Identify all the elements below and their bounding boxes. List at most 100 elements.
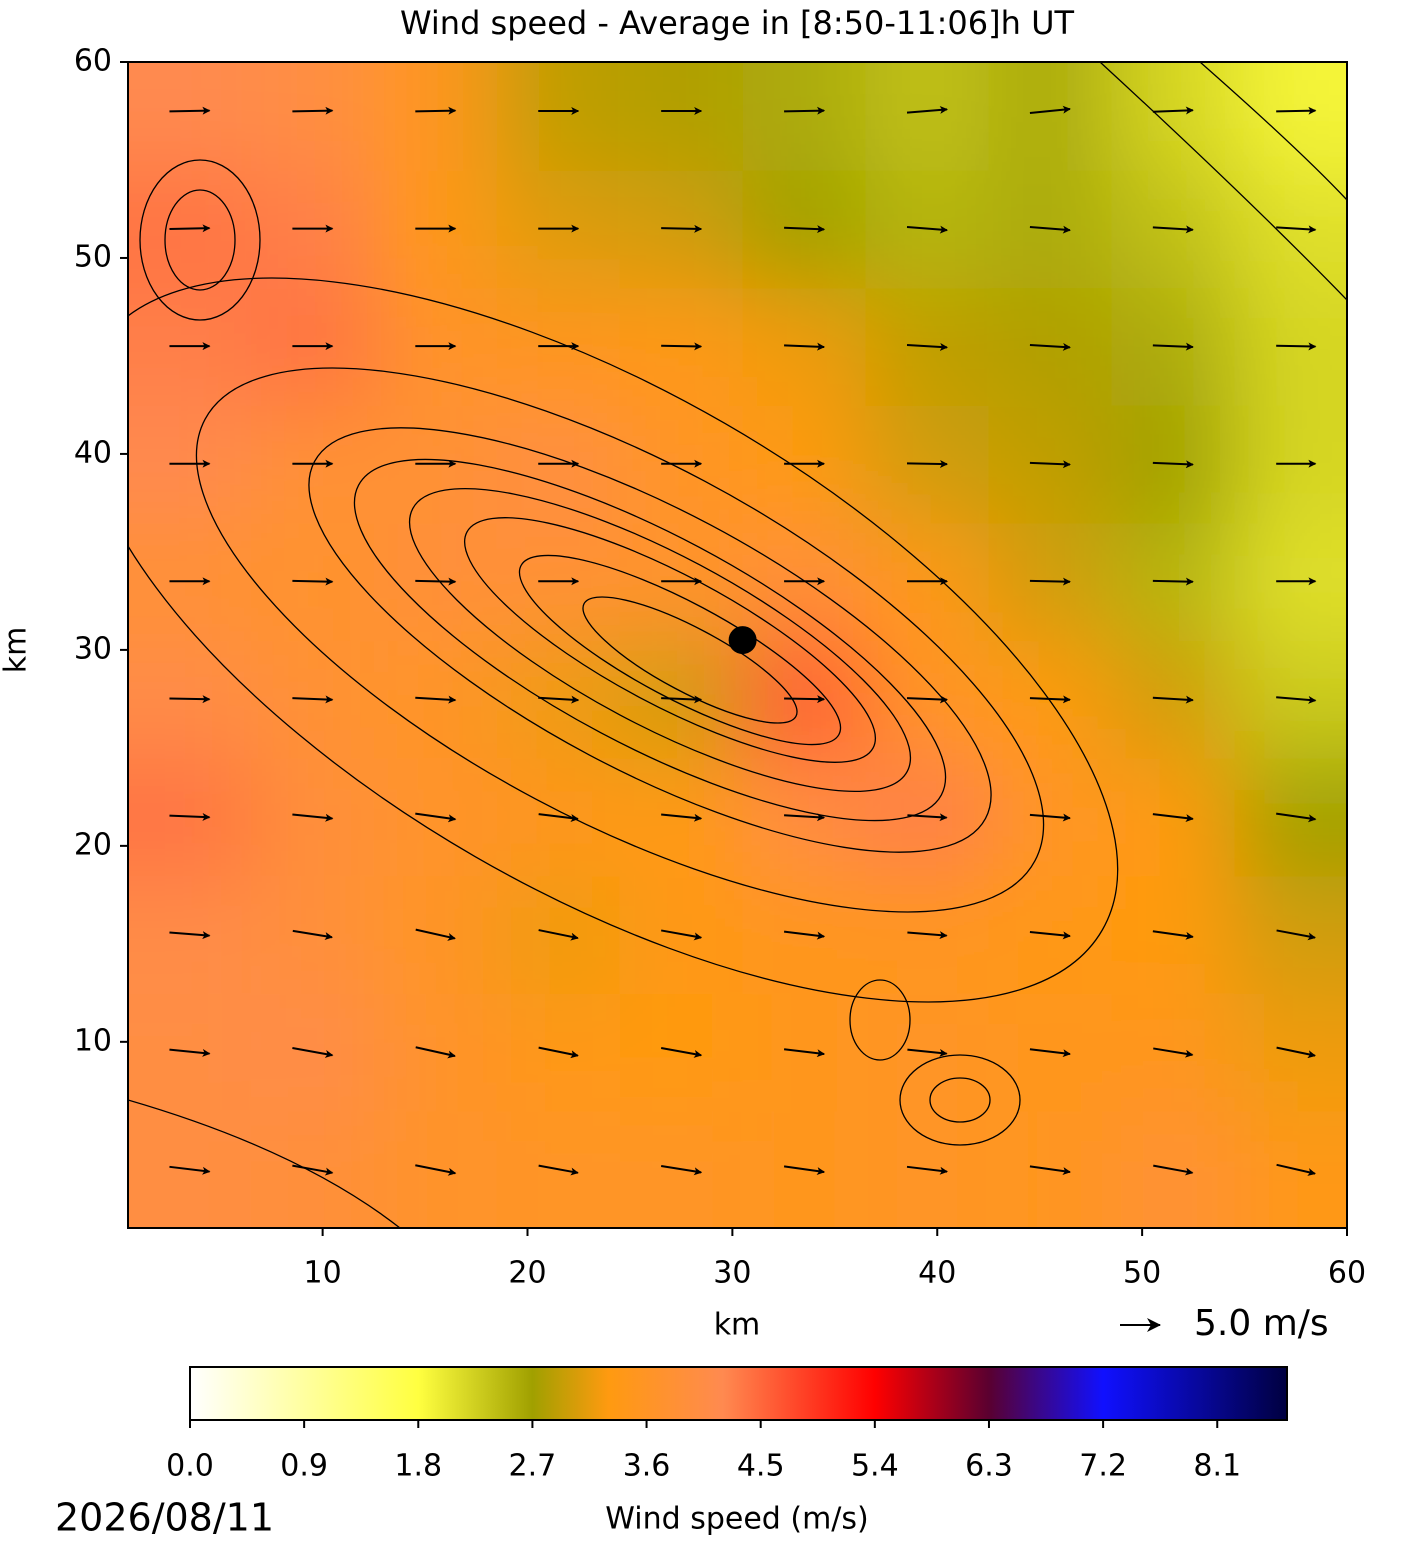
field-cell — [865, 62, 990, 171]
field-cell — [250, 1110, 375, 1228]
wind-arrow — [1276, 812, 1317, 823]
wind-arrow — [1152, 460, 1194, 469]
wind-arrow — [169, 106, 211, 115]
colorbar-label: Wind speed (m/s) — [605, 1502, 868, 1537]
wind-arrow — [415, 1164, 457, 1176]
field-cell — [1111, 62, 1236, 171]
wind-arrow — [906, 1165, 949, 1175]
field-cell — [128, 1110, 252, 1228]
wind-arrow — [538, 1046, 579, 1059]
wind-arrow — [784, 342, 826, 351]
wind-arrow — [292, 929, 333, 941]
wind-arrow — [661, 1165, 703, 1176]
field-cell — [128, 287, 252, 406]
wind-arrow — [1029, 460, 1071, 469]
wind-arrow — [538, 813, 579, 822]
field-cell — [742, 1110, 867, 1228]
wind-arrow — [415, 928, 456, 941]
y-axis-label: km — [0, 627, 34, 674]
field-cell — [1234, 287, 1347, 406]
field-cell — [128, 875, 252, 994]
wind-arrow — [292, 813, 334, 822]
field-cell — [128, 522, 252, 642]
field-cell — [988, 1110, 1113, 1228]
x-tick-label: 50 — [1123, 1256, 1161, 1291]
quiver — [169, 105, 1317, 1176]
wind-arrow — [1029, 695, 1071, 704]
wind-arrow — [538, 1164, 579, 1176]
wind-arrow — [1153, 1164, 1194, 1176]
colorbar — [189, 1366, 1288, 1421]
quiver-key-label: 5.0 m/s — [1194, 1303, 1329, 1344]
x-tick-label: 10 — [304, 1256, 342, 1291]
x-tick-label: 20 — [508, 1256, 546, 1291]
axes: 10 20 30 40 50 60 10 20 30 40 50 60 — [74, 44, 1366, 1291]
wind-arrow — [783, 930, 826, 940]
y-tick-label: 20 — [74, 827, 112, 862]
x-tick-label: 30 — [713, 1256, 751, 1291]
y-tick-label: 50 — [74, 239, 112, 274]
wind-arrow — [169, 931, 211, 940]
wind-arrow — [1152, 342, 1194, 351]
y-tick-label: 30 — [74, 631, 112, 666]
x-tick-label: 60 — [1328, 1256, 1366, 1291]
field-cell — [496, 1110, 621, 1228]
wind-arrow — [1029, 1165, 1071, 1176]
wind-arrow — [1276, 106, 1317, 115]
field-cell — [128, 169, 252, 289]
colorbar-tick-label: 3.6 — [623, 1449, 671, 1484]
wind-arrow — [907, 1048, 948, 1057]
wind-arrow — [1276, 342, 1317, 351]
field-cell — [373, 1110, 498, 1228]
wind-arrow — [1276, 1046, 1316, 1059]
field-cell — [1234, 875, 1347, 994]
wind-arrow — [292, 577, 334, 586]
field-cell — [128, 757, 252, 877]
y-tick-label: 40 — [74, 435, 112, 470]
field-cell — [496, 62, 621, 171]
wind-arrow — [1029, 813, 1071, 822]
wind-arrow — [538, 695, 580, 704]
wind-arrow — [1152, 225, 1194, 234]
y-tick-label: 60 — [74, 44, 112, 79]
field-cell — [1234, 404, 1347, 524]
field-cell — [128, 62, 252, 171]
wind-arrow — [906, 225, 949, 234]
wind-arrow — [784, 813, 826, 822]
field-cell — [1234, 169, 1347, 289]
wind-arrow — [415, 695, 457, 704]
plot-frame — [127, 61, 1348, 1229]
wind-arrow — [415, 106, 457, 115]
wind-arrow — [538, 929, 579, 941]
wind-arrow — [415, 577, 457, 586]
wind-arrow — [169, 1048, 211, 1057]
field-cell — [1234, 1110, 1347, 1228]
chart-title: Wind speed - Average in [8:50-11:06]h UT — [400, 4, 1075, 42]
colorbar-tick-label: 4.5 — [737, 1449, 785, 1484]
wind-arrow — [661, 224, 703, 233]
wind-arrow — [906, 695, 949, 704]
field-cell — [988, 62, 1113, 171]
wind-arrow — [415, 1046, 456, 1059]
contours — [128, 62, 1347, 1228]
wind-arrow — [292, 1047, 334, 1058]
colorbar-tick-label: 2.7 — [509, 1449, 557, 1484]
wind-arrow — [1153, 1047, 1194, 1058]
field-cell — [128, 404, 252, 524]
wind-arrow — [661, 813, 703, 822]
wind-arrow — [1029, 577, 1071, 586]
field-cell — [1234, 757, 1347, 877]
wind-arrow — [169, 695, 211, 704]
field-cell — [865, 1110, 990, 1228]
colorbar-tick-label: 0.9 — [280, 1449, 328, 1484]
field — [128, 62, 1347, 1228]
wind-arrow — [906, 105, 949, 114]
wind-arrow — [169, 224, 211, 233]
wind-arrow — [1029, 225, 1071, 234]
wind-arrow — [169, 1165, 211, 1175]
wind-arrow — [292, 695, 334, 704]
field-cell — [373, 62, 498, 171]
field-cell — [619, 62, 744, 171]
field-cell — [742, 62, 867, 171]
